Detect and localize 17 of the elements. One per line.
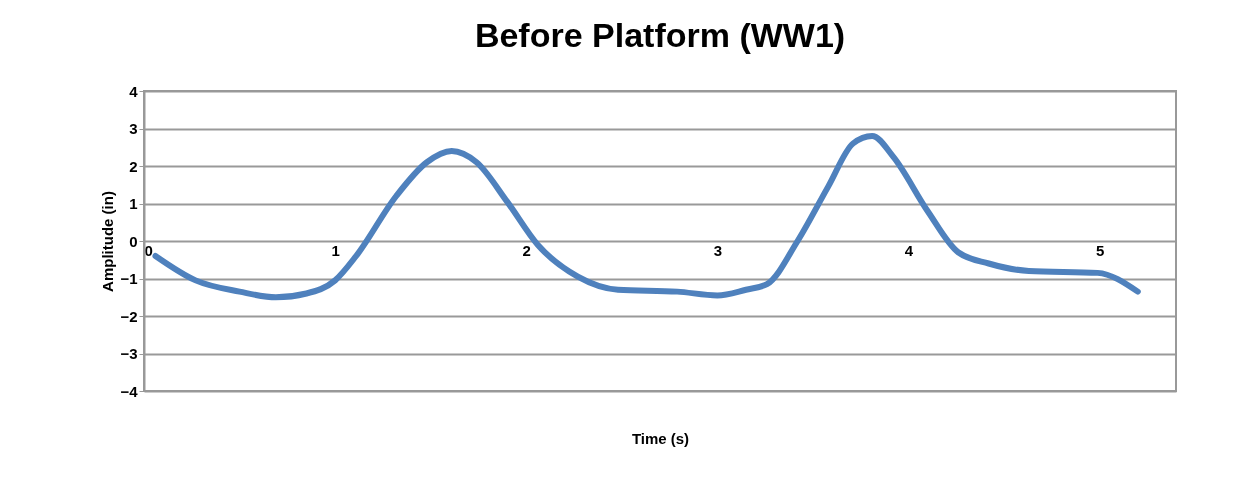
x-tick-label: 0 [144,241,153,259]
y-tick-label: −4 [120,382,139,400]
x-tick-label: 5 [1095,241,1105,259]
x-tick-label: 3 [713,241,723,259]
chart-title: Before Platform (WW1) [474,16,846,54]
x-axis-title: Time (s) [631,429,690,447]
y-tick-label: −3 [120,345,138,362]
y-tick-label: 1 [129,195,138,212]
y-tick-label: 2 [129,157,138,175]
y-tick-label: −2 [120,307,138,325]
x-tick-label: 2 [522,241,531,259]
y-axis-title: Amplitude (in) [99,191,117,292]
x-tick-label: 1 [331,241,340,259]
y-tick-label: −1 [120,270,138,287]
y-tick-label: 3 [129,120,138,137]
x-tick-label: 4 [904,241,914,259]
y-tick-label: 4 [129,82,139,100]
